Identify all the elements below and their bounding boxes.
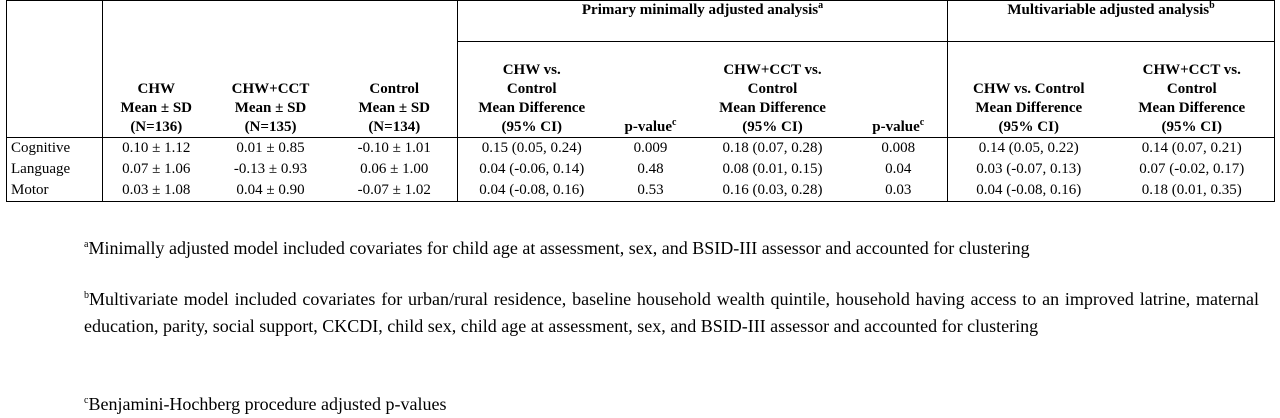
col-header-multi-chw-vs-control: CHW vs. Control Mean Difference (95% CI) [947, 41, 1110, 138]
footnote-b: bMultivariate model included covariates … [84, 286, 1259, 340]
table-cell: 0.01 ± 0.85 [209, 137, 332, 159]
table-cell: 0.16 (0.03, 0.28) [695, 180, 850, 202]
col-header-chw: CHW Mean ± SD (N=136) [102, 41, 210, 138]
col-header-p-value-2: p-valuec [849, 41, 949, 138]
table-cell: 0.04 [849, 159, 949, 180]
table-cell: 0.04 ± 0.90 [209, 180, 332, 202]
col-header-chw-cct: CHW+CCT Mean ± SD (N=135) [209, 41, 332, 138]
row-label: Cognitive [6, 137, 103, 159]
table-cell: 0.14 (0.05, 0.22) [947, 137, 1110, 159]
table-cell: -0.10 ± 1.01 [331, 137, 458, 159]
table-cell: 0.04 (-0.08, 0.16) [457, 180, 606, 202]
table-cell: 0.10 ± 1.12 [102, 137, 210, 159]
table-cell: 0.06 ± 1.00 [331, 159, 458, 180]
row-label-header [6, 41, 103, 138]
footnote-mark: c [84, 395, 89, 406]
footnote-text: Multivariate model included covariates f… [84, 289, 1259, 336]
table-cell: 0.03 ± 1.08 [102, 180, 210, 202]
primary-analysis-title: Primary minimally adjusted analysis [581, 2, 819, 18]
row-label: Language [6, 159, 103, 180]
table-cell: 0.07 (-0.02, 0.17) [1109, 159, 1276, 180]
footnote-text: Minimally adjusted model included covari… [88, 238, 1030, 258]
table-cell: 0.03 (-0.07, 0.13) [947, 159, 1110, 180]
footnote-c: cBenjamini-Hochberg procedure adjusted p… [84, 391, 1259, 418]
table-cell: 0.03 [849, 180, 949, 202]
col-header-multi-chw-cct-vs-control: CHW+CCT vs. Control Mean Difference (95%… [1109, 41, 1276, 138]
table-cell: 0.08 (0.01, 0.15) [722, 161, 823, 177]
multivariable-analysis-title: Multivariable adjusted analysis [1007, 2, 1210, 18]
table-cell: 0.15 (0.05, 0.24) [457, 137, 606, 159]
table-row: Language 0.07 ± 1.06 -0.13 ± 0.93 0.06 ±… [6, 159, 1276, 180]
table-cell: 0.04 (-0.08, 0.16) [947, 180, 1110, 202]
table-row: Motor 0.03 ± 1.08 0.04 ± 0.90 -0.07 ± 1.… [6, 180, 1276, 202]
table-cell: -0.07 ± 1.02 [331, 180, 458, 202]
table-cell: 0.07 ± 1.06 [102, 159, 210, 180]
table-cell: 0.53 [605, 180, 696, 202]
row-label: Motor [6, 180, 103, 202]
table-cell: 0.008 [849, 137, 949, 159]
results-table: Primary minimally adjusted analysisa Mul… [6, 0, 1276, 202]
corner-cell [6, 0, 103, 42]
table-row: Cognitive 0.10 ± 1.12 0.01 ± 0.85 -0.10 … [6, 137, 1276, 159]
footnote-a: aMinimally adjusted model included covar… [84, 235, 1259, 262]
col-header-chw-cct-vs-control: CHW+CCT vs. Control Mean Difference (95%… [695, 41, 850, 138]
col-header-p-value-1: p-valuec [605, 41, 696, 138]
means-group-cell [102, 0, 458, 42]
table-cell: 0.18 (0.01, 0.35) [1109, 180, 1276, 202]
table-cell: 0.009 [605, 137, 696, 159]
col-header-chw-vs-control: CHW vs. Control Mean Difference (95% CI) [457, 41, 606, 138]
primary-analysis-header: Primary minimally adjusted analysisa [456, 0, 949, 42]
multivariable-analysis-sup: b [1209, 0, 1215, 11]
footnote-mark: a [84, 239, 89, 250]
multivariable-analysis-header: Multivariable adjusted analysisb [947, 0, 1276, 42]
table-cell: 0.48 [637, 161, 664, 177]
table-cell: 0.04 (-0.06, 0.14) [457, 159, 606, 180]
primary-analysis-sup: a [818, 0, 824, 11]
table-cell: 0.18 (0.07, 0.28) [695, 137, 850, 159]
footnote-text: Benjamini-Hochberg procedure adjusted p-… [88, 394, 447, 414]
footnote-mark: b [84, 290, 89, 301]
table-cell: 0.14 (0.07, 0.21) [1109, 137, 1276, 159]
col-header-control: Control Mean ± SD (N=134) [331, 41, 458, 138]
table-cell: -0.13 ± 0.93 [233, 161, 308, 177]
